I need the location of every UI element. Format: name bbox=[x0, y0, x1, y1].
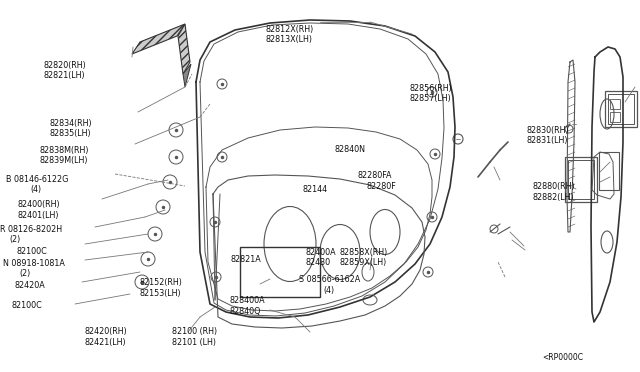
Text: N 08918-1081A: N 08918-1081A bbox=[3, 259, 65, 268]
Text: B 08146-6122G: B 08146-6122G bbox=[6, 175, 68, 184]
Text: (4): (4) bbox=[323, 286, 334, 295]
Text: 82835(LH): 82835(LH) bbox=[50, 129, 92, 138]
Text: (2): (2) bbox=[19, 269, 31, 278]
Text: 82856(RH): 82856(RH) bbox=[410, 84, 452, 93]
Bar bbox=[605, 91, 637, 127]
Text: 82882(LH): 82882(LH) bbox=[532, 193, 574, 202]
Text: 82821A: 82821A bbox=[230, 255, 261, 264]
Text: 82834(RH): 82834(RH) bbox=[50, 119, 93, 128]
Text: 82400A: 82400A bbox=[305, 248, 336, 257]
Text: 82420A: 82420A bbox=[14, 281, 45, 290]
Text: 82857(LH): 82857(LH) bbox=[410, 94, 451, 103]
Bar bbox=[568, 160, 594, 199]
Text: 82100 (RH): 82100 (RH) bbox=[172, 327, 217, 336]
Text: 82839M(LH): 82839M(LH) bbox=[40, 156, 88, 165]
Polygon shape bbox=[132, 24, 185, 54]
Polygon shape bbox=[178, 24, 190, 74]
Bar bbox=[599, 152, 619, 190]
Text: 82840N: 82840N bbox=[335, 145, 365, 154]
Text: 82820(RH): 82820(RH) bbox=[44, 61, 86, 70]
Bar bbox=[608, 94, 634, 124]
Text: 82420(RH): 82420(RH) bbox=[84, 327, 127, 336]
Text: 82280F: 82280F bbox=[366, 182, 396, 191]
Text: (2): (2) bbox=[10, 235, 21, 244]
Text: 82821(LH): 82821(LH) bbox=[44, 71, 85, 80]
Bar bbox=[610, 112, 620, 122]
Text: 82831(LH): 82831(LH) bbox=[526, 136, 568, 145]
Text: 82813X(LH): 82813X(LH) bbox=[266, 35, 312, 44]
Text: 82101 (LH): 82101 (LH) bbox=[172, 338, 216, 347]
Text: R 08126-8202H: R 08126-8202H bbox=[0, 225, 62, 234]
Text: 82401(LH): 82401(LH) bbox=[18, 211, 60, 219]
Bar bbox=[240, 247, 320, 297]
Text: 82830(RH): 82830(RH) bbox=[526, 126, 569, 135]
Text: 82152(RH): 82152(RH) bbox=[140, 278, 182, 287]
Text: 82880(RH): 82880(RH) bbox=[532, 182, 575, 191]
Text: 82280FA: 82280FA bbox=[357, 171, 392, 180]
Text: 82859X(LH): 82859X(LH) bbox=[339, 258, 387, 267]
Text: <RP0000C: <RP0000C bbox=[543, 353, 584, 362]
Text: 828400A: 828400A bbox=[229, 296, 265, 305]
Text: 82430: 82430 bbox=[305, 258, 330, 267]
Text: (4): (4) bbox=[31, 185, 42, 194]
Text: 82812X(RH): 82812X(RH) bbox=[266, 25, 314, 34]
Text: 82840Q: 82840Q bbox=[229, 307, 260, 316]
Text: 82858X(RH): 82858X(RH) bbox=[339, 248, 387, 257]
Bar bbox=[610, 99, 620, 109]
Text: S 08566-6162A: S 08566-6162A bbox=[299, 275, 360, 284]
Text: 82100C: 82100C bbox=[16, 247, 47, 256]
Polygon shape bbox=[183, 64, 191, 87]
Text: 82144: 82144 bbox=[302, 185, 327, 194]
Text: 82100C: 82100C bbox=[12, 301, 42, 310]
Text: 82400(RH): 82400(RH) bbox=[18, 200, 61, 209]
Bar bbox=[565, 157, 597, 202]
Text: 82421(LH): 82421(LH) bbox=[84, 338, 126, 347]
Text: 82153(LH): 82153(LH) bbox=[140, 289, 181, 298]
Text: 82838M(RH): 82838M(RH) bbox=[40, 146, 89, 155]
